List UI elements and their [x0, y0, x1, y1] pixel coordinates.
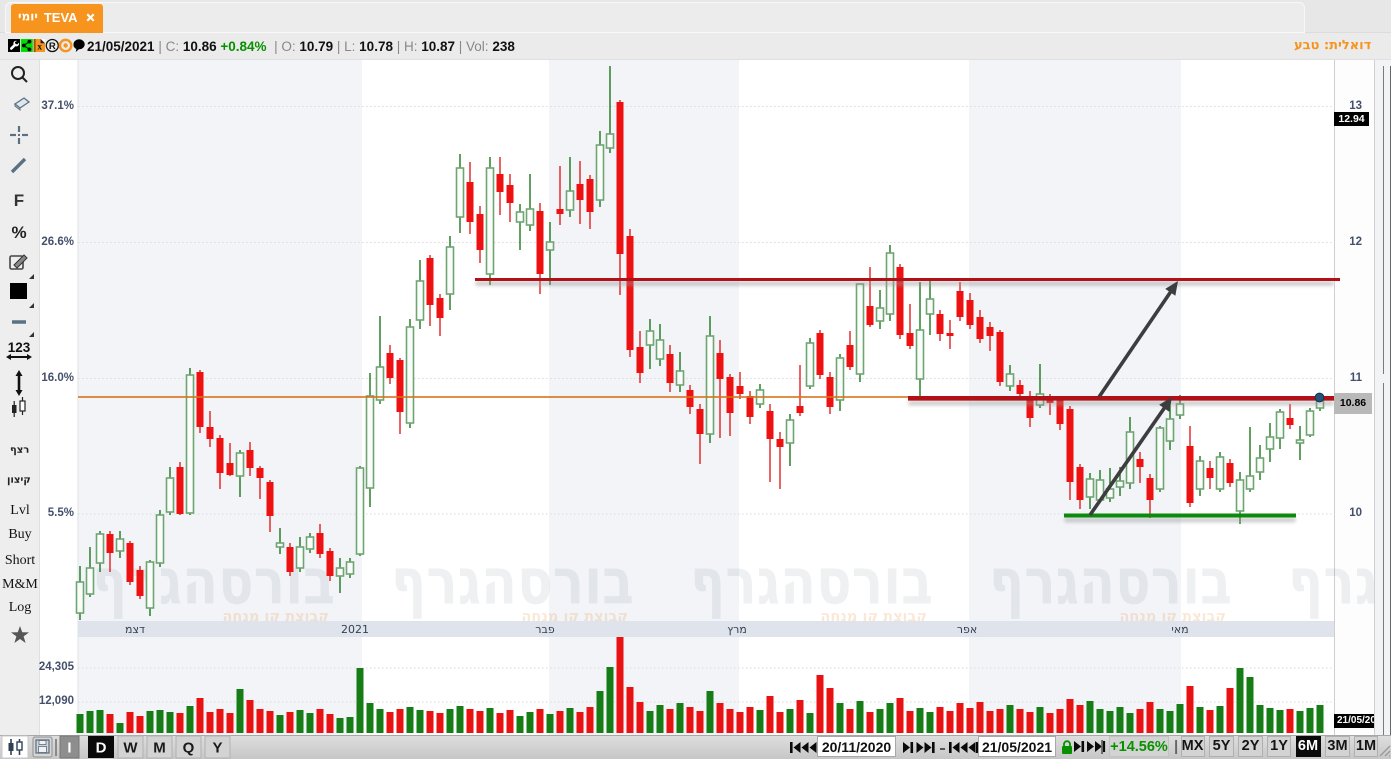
- svg-text:Y: Y: [212, 740, 222, 757]
- svg-text:Q: Q: [183, 740, 195, 757]
- svg-text:M: M: [153, 740, 166, 757]
- svg-text:R: R: [49, 41, 56, 52]
- svg-text:I: I: [67, 740, 71, 757]
- svg-text:%: %: [11, 223, 26, 242]
- svg-text:x: x: [37, 43, 42, 53]
- svg-text:F: F: [14, 191, 24, 210]
- svg-text:123: 123: [8, 340, 31, 355]
- svg-text:W: W: [123, 740, 138, 757]
- svg-text:D: D: [96, 740, 107, 757]
